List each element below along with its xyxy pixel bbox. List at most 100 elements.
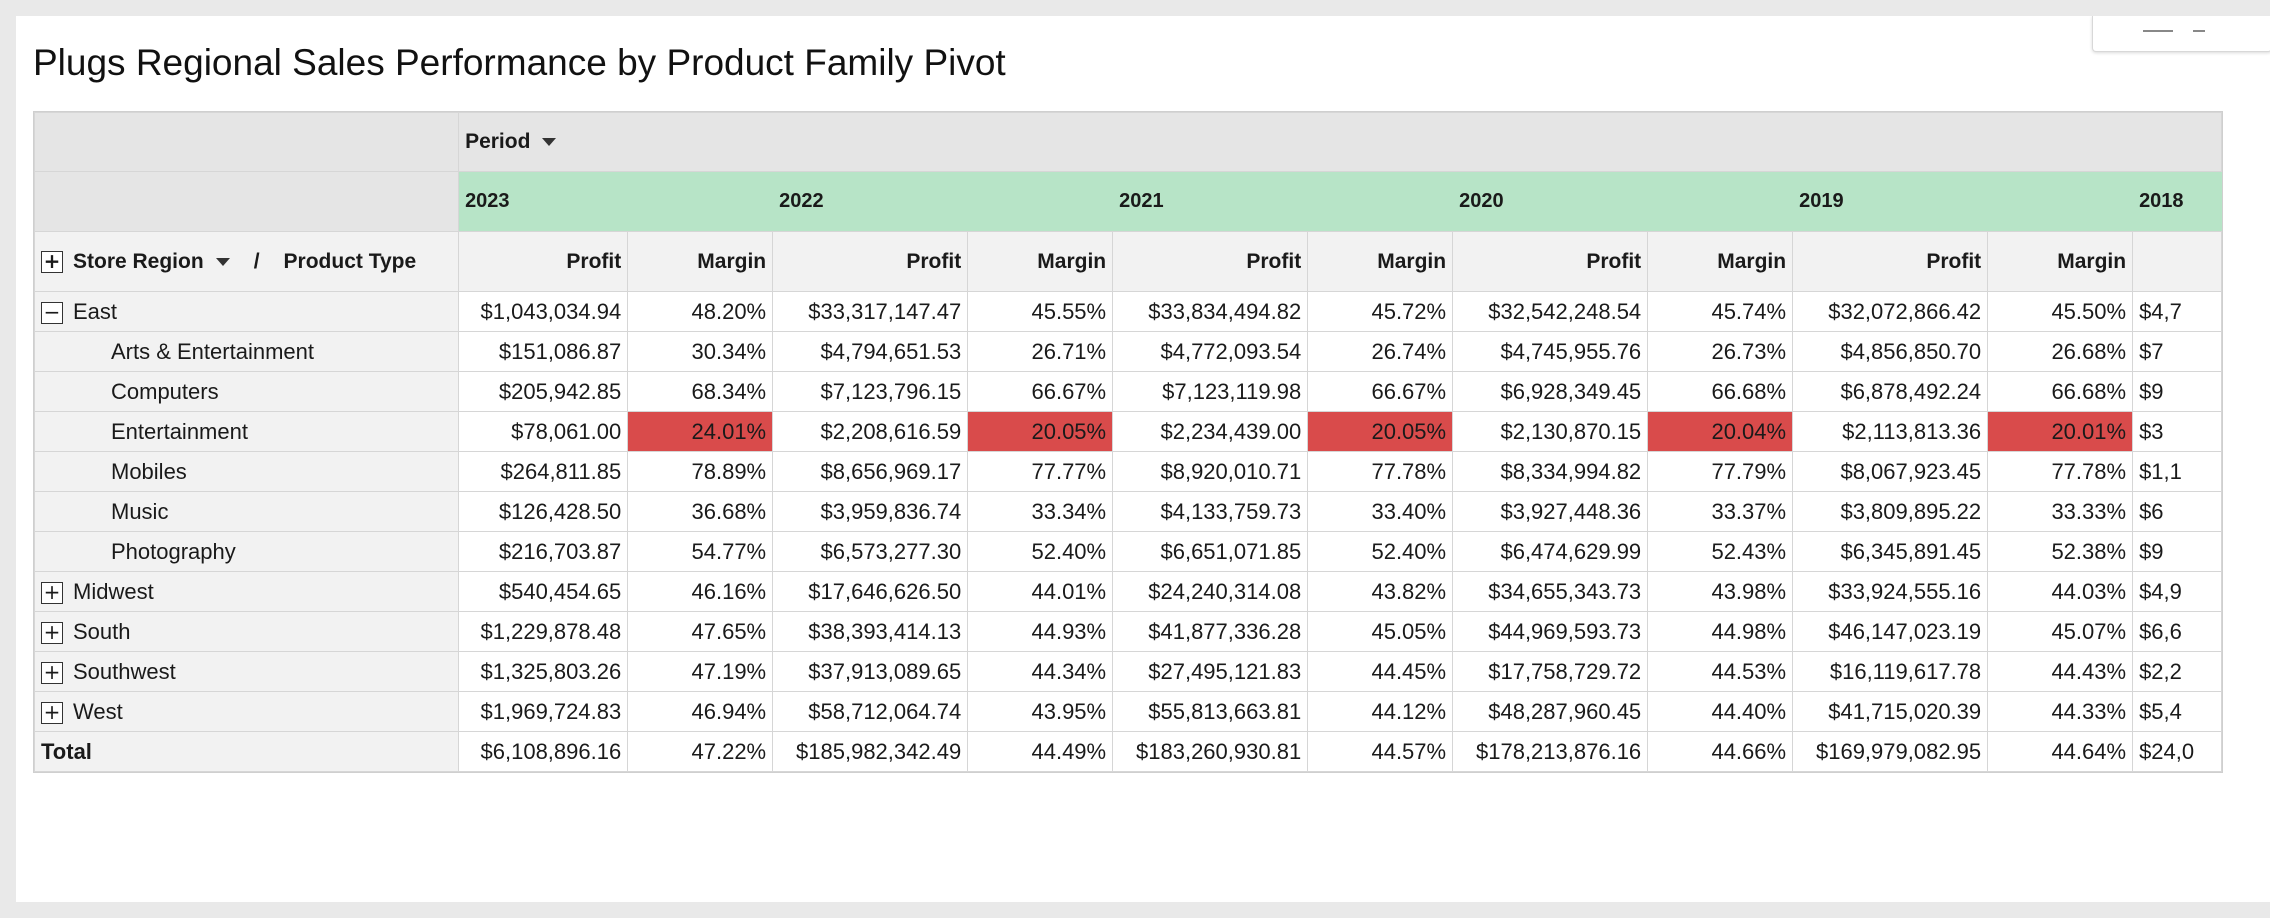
profit-cell[interactable]: $33,924,555.16 <box>1792 571 1989 612</box>
profit-cell[interactable]: $3,959,836.74 <box>772 491 969 532</box>
margin-cell[interactable]: 24.01% <box>627 411 774 452</box>
margin-cell[interactable]: 43.98% <box>1647 571 1794 612</box>
margin-cell[interactable]: 52.38% <box>1987 531 2134 572</box>
profit-cell[interactable]: $5,4 <box>2132 691 2222 732</box>
pivot-table-container[interactable]: Period 2023 2022 2021 2020 2019 2018 + Store R… <box>33 111 2223 773</box>
margin-cell[interactable]: 45.72% <box>1307 291 1454 332</box>
profit-cell[interactable]: $33,317,147.47 <box>772 291 969 332</box>
expand-icon[interactable]: + <box>41 581 63 604</box>
collapse-icon[interactable]: − <box>41 301 63 324</box>
profit-cell[interactable]: $34,655,343.73 <box>1452 571 1649 612</box>
profit-cell[interactable]: $6,6 <box>2132 611 2222 652</box>
store-region-dropdown-icon[interactable] <box>215 257 230 266</box>
profit-cell[interactable]: $4,856,850.70 <box>1792 331 1989 372</box>
margin-cell[interactable]: 45.50% <box>1987 291 2134 332</box>
margin-cell[interactable]: 33.37% <box>1647 491 1794 532</box>
year-header-2019[interactable]: 2019 <box>1792 171 2134 232</box>
margin-cell[interactable]: 48.20% <box>627 291 774 332</box>
margin-cell[interactable]: 44.57% <box>1307 731 1454 772</box>
margin-cell[interactable]: 44.53% <box>1647 651 1794 692</box>
margin-cell[interactable]: 20.01% <box>1987 411 2134 452</box>
profit-cell[interactable]: $41,715,020.39 <box>1792 691 1989 732</box>
profit-cell[interactable]: $6,573,277.30 <box>772 531 969 572</box>
measure-header-margin[interactable]: Margin <box>967 231 1114 292</box>
margin-cell[interactable]: 44.64% <box>1987 731 2134 772</box>
profit-cell[interactable]: $4,9 <box>2132 571 2222 612</box>
profit-cell[interactable]: $4,7 <box>2132 291 2222 332</box>
margin-cell[interactable]: 26.74% <box>1307 331 1454 372</box>
margin-cell[interactable]: 47.19% <box>627 651 774 692</box>
profit-cell[interactable]: $58,712,064.74 <box>772 691 969 732</box>
margin-cell[interactable]: 78.89% <box>627 451 774 492</box>
margin-cell[interactable]: 44.43% <box>1987 651 2134 692</box>
year-header-2020[interactable]: 2020 <box>1452 171 1794 232</box>
profit-cell[interactable]: $1,1 <box>2132 451 2222 492</box>
margin-cell[interactable]: 47.65% <box>627 611 774 652</box>
more-icon[interactable] <box>2193 20 2205 32</box>
margin-cell[interactable]: 43.95% <box>967 691 1114 732</box>
profit-cell[interactable]: $2,208,616.59 <box>772 411 969 452</box>
margin-cell[interactable]: 44.93% <box>967 611 1114 652</box>
margin-cell[interactable]: 20.05% <box>967 411 1114 452</box>
measure-header-profit[interactable]: Profit <box>458 231 629 292</box>
profit-cell[interactable]: $4,772,093.54 <box>1112 331 1309 372</box>
profit-cell[interactable]: $264,811.85 <box>458 451 629 492</box>
margin-cell[interactable]: 45.74% <box>1647 291 1794 332</box>
margin-cell[interactable]: 20.05% <box>1307 411 1454 452</box>
profit-cell[interactable]: $32,072,866.42 <box>1792 291 1989 332</box>
margin-cell[interactable]: 33.33% <box>1987 491 2134 532</box>
profit-cell[interactable]: $8,067,923.45 <box>1792 451 1989 492</box>
row-header-region[interactable]: − East <box>34 291 460 332</box>
profit-cell[interactable]: $8,920,010.71 <box>1112 451 1309 492</box>
margin-cell[interactable]: 52.40% <box>1307 531 1454 572</box>
year-header-2021[interactable]: 2021 <box>1112 171 1454 232</box>
margin-cell[interactable]: 68.34% <box>627 371 774 412</box>
margin-cell[interactable]: 52.43% <box>1647 531 1794 572</box>
margin-cell[interactable]: 77.77% <box>967 451 1114 492</box>
profit-cell[interactable]: $27,495,121.83 <box>1112 651 1309 692</box>
profit-cell[interactable]: $38,393,414.13 <box>772 611 969 652</box>
profit-cell[interactable]: $7,123,119.98 <box>1112 371 1309 412</box>
profit-cell[interactable]: $178,213,876.16 <box>1452 731 1649 772</box>
profit-cell[interactable]: $205,942.85 <box>458 371 629 412</box>
product-type-label[interactable]: Product Type <box>283 249 417 273</box>
profit-cell[interactable]: $2,113,813.36 <box>1792 411 1989 452</box>
row-header-region[interactable]: + Southwest <box>34 651 460 692</box>
margin-cell[interactable]: 44.45% <box>1307 651 1454 692</box>
profit-cell[interactable]: $7 <box>2132 331 2222 372</box>
margin-cell[interactable]: 46.94% <box>627 691 774 732</box>
measure-header-margin[interactable]: Margin <box>1647 231 1794 292</box>
profit-cell[interactable]: $151,086.87 <box>458 331 629 372</box>
margin-cell[interactable]: 77.79% <box>1647 451 1794 492</box>
profit-cell[interactable]: $540,454.65 <box>458 571 629 612</box>
profit-cell[interactable]: $2,234,439.00 <box>1112 411 1309 452</box>
row-header-region[interactable]: + South <box>34 611 460 652</box>
measure-header-profit[interactable]: Profit <box>772 231 969 292</box>
profit-cell[interactable]: $2,2 <box>2132 651 2222 692</box>
period-dropdown-icon[interactable] <box>542 138 557 147</box>
margin-cell[interactable]: 66.68% <box>1647 371 1794 412</box>
year-header-2023[interactable]: 2023 <box>458 171 774 232</box>
margin-cell[interactable]: 44.33% <box>1987 691 2134 732</box>
margin-cell[interactable]: 26.71% <box>967 331 1114 372</box>
year-header-2018[interactable]: 2018 <box>2132 171 2222 232</box>
profit-cell[interactable]: $2,130,870.15 <box>1452 411 1649 452</box>
profit-cell[interactable]: $8,656,969.17 <box>772 451 969 492</box>
expand-icon[interactable]: + <box>41 661 63 684</box>
profit-cell[interactable]: $4,745,955.76 <box>1452 331 1649 372</box>
profit-cell[interactable]: $9 <box>2132 371 2222 412</box>
profit-cell[interactable]: $183,260,930.81 <box>1112 731 1309 772</box>
profit-cell[interactable]: $16,119,617.78 <box>1792 651 1989 692</box>
expand-icon[interactable]: + <box>41 621 63 644</box>
profit-cell[interactable]: $3,927,448.36 <box>1452 491 1649 532</box>
margin-cell[interactable]: 46.16% <box>627 571 774 612</box>
profit-cell[interactable]: $4,794,651.53 <box>772 331 969 372</box>
row-header-region[interactable]: + West <box>34 691 460 732</box>
profit-cell[interactable]: $6,651,071.85 <box>1112 531 1309 572</box>
measure-header-profit[interactable] <box>2132 231 2222 292</box>
margin-cell[interactable]: 66.68% <box>1987 371 2134 412</box>
profit-cell[interactable]: $78,061.00 <box>458 411 629 452</box>
profit-cell[interactable]: $6,108,896.16 <box>458 731 629 772</box>
margin-cell[interactable]: 44.03% <box>1987 571 2134 612</box>
profit-cell[interactable]: $1,325,803.26 <box>458 651 629 692</box>
